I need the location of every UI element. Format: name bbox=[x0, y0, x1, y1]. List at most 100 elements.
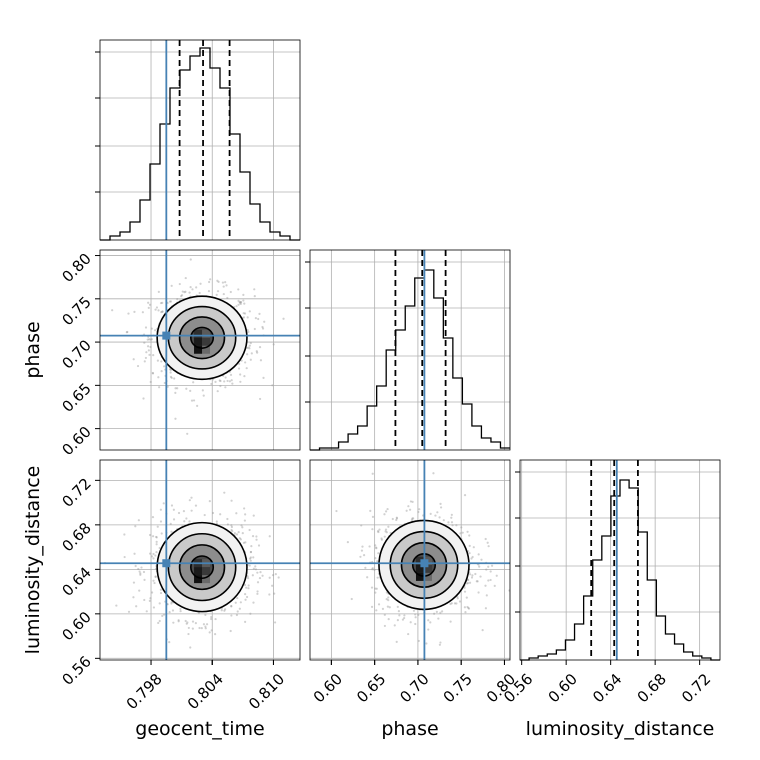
scatter-point bbox=[160, 370, 163, 373]
scatter-point bbox=[158, 619, 161, 623]
scatter-point bbox=[196, 404, 199, 407]
scatter-point bbox=[384, 528, 388, 531]
scatter-point bbox=[243, 375, 246, 378]
y-tick-label-luminosity-distance: 0.68 bbox=[58, 519, 94, 555]
scatter-point bbox=[157, 290, 160, 293]
scatter-point bbox=[375, 587, 378, 590]
scatter-point bbox=[273, 592, 276, 595]
hist-panel-phase bbox=[305, 249, 511, 665]
scatter-point bbox=[172, 508, 175, 511]
scatter-point bbox=[207, 289, 211, 293]
scatter-point bbox=[387, 599, 390, 602]
scatter-point bbox=[277, 576, 280, 579]
scatter-point bbox=[384, 530, 387, 533]
y-tick-label-phase: 0.80 bbox=[58, 250, 94, 286]
scatter-point bbox=[383, 513, 386, 516]
xlabel-geocent-time: geocent_time bbox=[135, 718, 264, 740]
scatter-point bbox=[475, 580, 478, 583]
scatter-point bbox=[254, 565, 257, 568]
density-panel-phase-vs-luminosity-distance bbox=[309, 459, 511, 661]
scatter-point bbox=[160, 532, 163, 535]
scatter-point bbox=[384, 510, 388, 513]
scatter-point bbox=[159, 591, 163, 595]
scatter-point bbox=[230, 379, 233, 382]
scatter-point bbox=[257, 317, 260, 321]
scatter-point bbox=[132, 581, 136, 584]
scatter-point bbox=[387, 525, 390, 528]
scatter-point bbox=[168, 368, 172, 371]
scatter-point bbox=[408, 508, 412, 511]
scatter-point bbox=[274, 573, 277, 576]
scatter-point bbox=[261, 325, 264, 329]
scatter-point bbox=[235, 533, 239, 536]
scatter-point bbox=[414, 613, 417, 616]
scatter-point bbox=[229, 629, 232, 633]
scatter-point bbox=[243, 519, 246, 522]
x-tick-label-luminosity-distance: 0.72 bbox=[678, 670, 714, 706]
scatter-point bbox=[151, 372, 155, 375]
scatter-point bbox=[215, 520, 218, 523]
scatter-point bbox=[249, 556, 252, 559]
scatter-point bbox=[247, 587, 250, 590]
scatter-point bbox=[155, 543, 158, 546]
density-cell bbox=[415, 564, 424, 573]
scatter-point bbox=[134, 564, 137, 568]
scatter-point bbox=[248, 344, 251, 347]
scatter-point bbox=[198, 291, 201, 295]
scatter-point bbox=[226, 379, 229, 383]
scatter-point bbox=[380, 537, 383, 540]
scatter-point bbox=[155, 540, 158, 543]
scatter-point bbox=[235, 613, 239, 617]
scatter-point bbox=[158, 386, 161, 389]
scatter-point bbox=[145, 351, 148, 354]
scatter-point bbox=[485, 594, 488, 597]
scatter-point bbox=[360, 549, 364, 552]
scatter-point bbox=[151, 516, 155, 519]
scatter-point bbox=[132, 596, 135, 599]
panel-frame bbox=[99, 459, 301, 661]
scatter-point bbox=[460, 526, 463, 529]
density-cell bbox=[202, 575, 211, 584]
scatter-point bbox=[235, 512, 238, 515]
scatter-point bbox=[191, 620, 195, 623]
scatter-point bbox=[253, 288, 256, 291]
scatter-point bbox=[255, 538, 258, 541]
scatter-point bbox=[174, 387, 177, 390]
scatter-point bbox=[247, 577, 250, 580]
scatter-point bbox=[143, 578, 146, 581]
scatter-point bbox=[383, 624, 386, 628]
scatter-point bbox=[461, 531, 464, 534]
scatter-point bbox=[183, 291, 186, 294]
scatter-point bbox=[262, 376, 265, 379]
scatter-point bbox=[228, 380, 231, 383]
scatter-point bbox=[282, 317, 285, 320]
scatter-point bbox=[410, 518, 414, 521]
scatter-point bbox=[200, 627, 203, 630]
scatter-point bbox=[168, 610, 171, 614]
density-cell bbox=[202, 337, 211, 346]
scatter-point bbox=[148, 533, 152, 537]
scatter-point bbox=[152, 557, 155, 560]
scatter-point bbox=[186, 432, 189, 435]
x-tick-label-phase: 0.60 bbox=[310, 670, 346, 706]
scatter-point bbox=[242, 312, 245, 315]
scatter-point bbox=[395, 517, 399, 520]
scatter-point bbox=[224, 376, 227, 379]
density-cell bbox=[194, 567, 203, 576]
scatter-point bbox=[472, 546, 475, 549]
scatter-point bbox=[115, 604, 118, 607]
scatter-point bbox=[205, 623, 209, 626]
y-tick-label-luminosity-distance: 0.72 bbox=[58, 474, 94, 510]
scatter-point bbox=[467, 607, 471, 610]
scatter-point bbox=[383, 535, 386, 538]
scatter-point bbox=[239, 380, 242, 383]
scatter-point bbox=[148, 338, 151, 341]
scatter-point bbox=[250, 352, 253, 355]
scatter-point bbox=[239, 302, 242, 306]
scatter-point bbox=[139, 573, 142, 576]
scatter-point bbox=[271, 584, 274, 587]
histogram-step-phase bbox=[310, 269, 510, 451]
scatter-point bbox=[380, 538, 384, 541]
scatter-point bbox=[230, 524, 233, 527]
